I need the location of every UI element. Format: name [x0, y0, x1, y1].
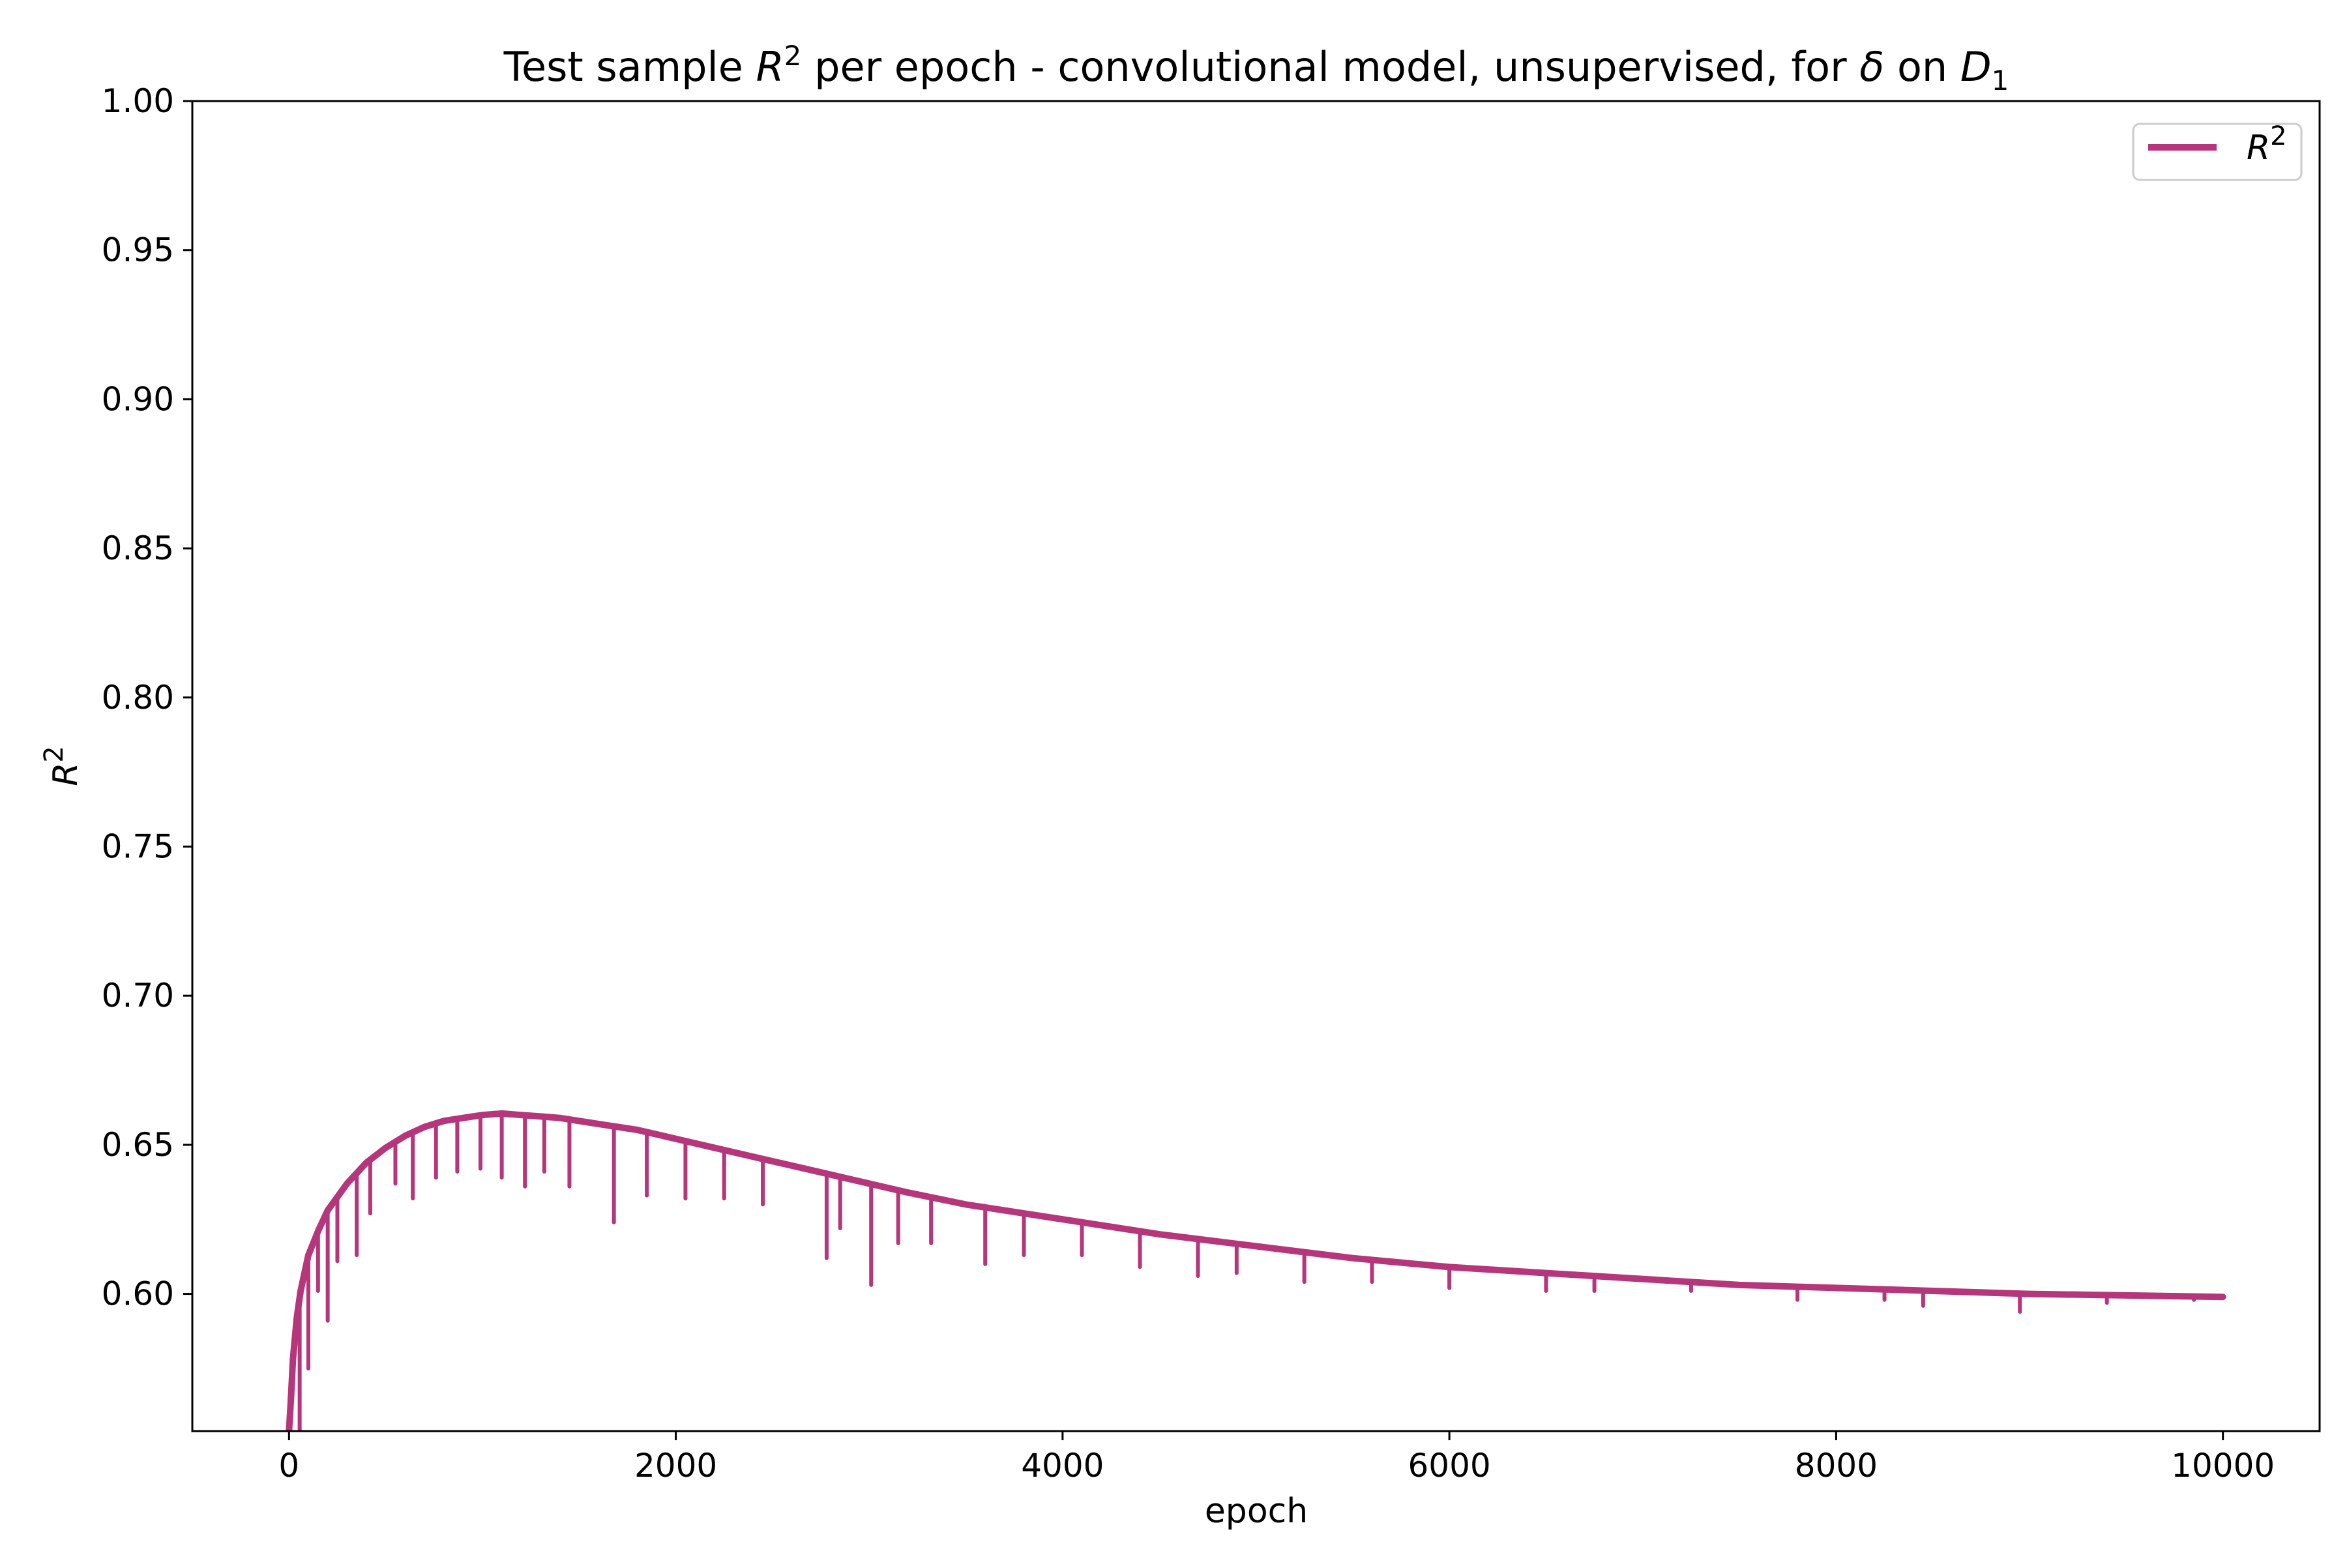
legend-box [2132, 123, 2303, 181]
y-tick-label: 0.95 [102, 231, 174, 269]
x-tick-label: 0 [278, 1447, 299, 1485]
y-axis-label: R2 [39, 746, 85, 786]
plot-frame [191, 100, 2321, 1432]
y-tick-label: 0.65 [102, 1126, 174, 1164]
y-tick-label: 0.90 [102, 380, 174, 418]
x-axis-label: epoch [1205, 1492, 1308, 1531]
legend-entry-label: R2 [2247, 121, 2287, 168]
legend: R2 [2132, 121, 2303, 181]
x-tick-label: 2000 [634, 1447, 717, 1485]
y-tick-label: 0.70 [102, 977, 174, 1014]
x-tick-label: 4000 [1021, 1447, 1104, 1485]
series-line-r2 [286, 1110, 2226, 1431]
y-tick-label: 0.75 [102, 827, 174, 865]
series-group [286, 1110, 2226, 1431]
y-tick-label: 1.00 [102, 82, 174, 120]
chart-title: Test sample R2 per epoch - convolutional… [503, 40, 2009, 96]
y-tick-label: 0.80 [102, 679, 174, 717]
y-tick-label: 0.85 [102, 529, 174, 567]
y-tick-label: 0.60 [102, 1275, 174, 1313]
plot-layer: 0 2000 4000 6000 8000 10000 0.60 0.65 0.70 0.75 0.… [102, 82, 2321, 1485]
x-tick-label: 10000 [2171, 1447, 2275, 1485]
x-tick-label: 8000 [1795, 1447, 1878, 1485]
x-tick-label: 6000 [1408, 1447, 1491, 1485]
